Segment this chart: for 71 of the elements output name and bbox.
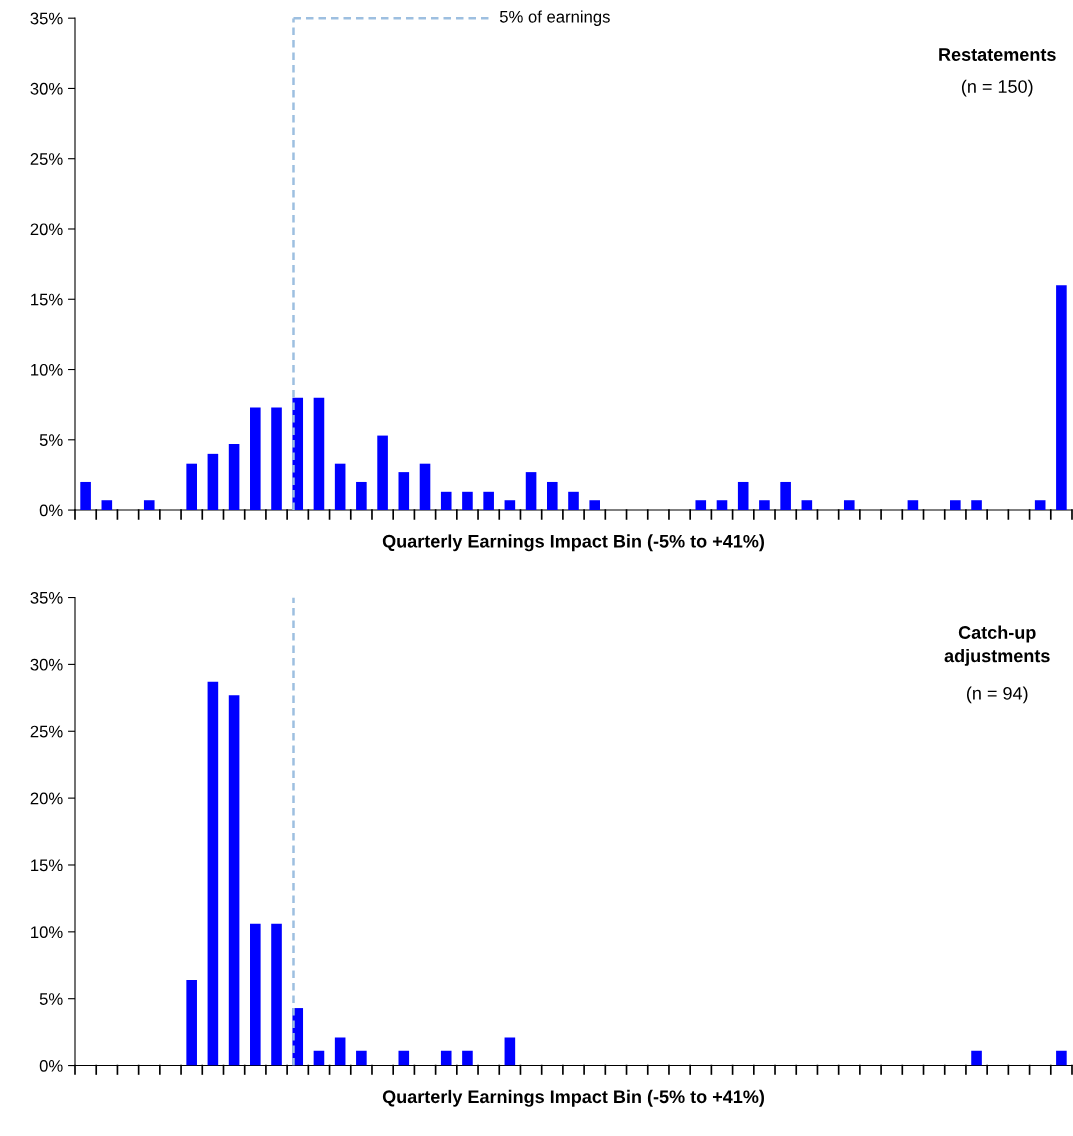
bar	[207, 681, 219, 1066]
y-tick-label: 5%	[39, 993, 63, 1005]
bar	[950, 500, 961, 511]
bar	[568, 491, 579, 511]
bar	[377, 435, 388, 511]
bar	[186, 979, 197, 1066]
bar	[356, 1050, 367, 1066]
y-tick-label: 35%	[30, 591, 63, 604]
annotation: Restatements	[939, 48, 1056, 61]
bar	[313, 1050, 325, 1066]
bar	[843, 500, 855, 511]
annotation: 5% of earnings	[499, 10, 610, 26]
annotation: (n = 94)	[966, 686, 1028, 704]
bar	[228, 444, 240, 511]
bar	[186, 463, 197, 511]
bar	[250, 923, 261, 1066]
bar	[356, 481, 367, 511]
bar	[695, 500, 707, 511]
y-tick-label: 15%	[31, 293, 63, 306]
y-tick-label: 35%	[30, 12, 63, 25]
bar	[271, 923, 282, 1066]
bar	[801, 500, 813, 511]
bar	[80, 481, 91, 511]
bar	[313, 397, 325, 511]
y-tick-label: 0%	[39, 1059, 63, 1072]
bar	[228, 695, 240, 1066]
bar	[250, 407, 261, 511]
bar	[971, 1050, 982, 1066]
bar	[780, 481, 791, 511]
annotation: Catch-up adjustments	[944, 625, 1050, 666]
y-tick-label: 30%	[30, 658, 63, 671]
bar	[1056, 1050, 1067, 1066]
y-tick-label: 25%	[30, 153, 63, 165]
annotation: (n = 150)	[961, 79, 1033, 97]
bar	[525, 472, 537, 511]
bar	[504, 500, 516, 511]
y-tick-label: 20%	[30, 223, 63, 236]
bar	[207, 453, 219, 511]
bar	[334, 463, 346, 511]
bar	[504, 1037, 516, 1066]
y-tick-label: 30%	[30, 82, 63, 95]
y-tick-label: 5%	[39, 434, 63, 446]
y-tick-label: 0%	[39, 504, 63, 517]
bar	[398, 472, 410, 511]
y-tick-label: 20%	[30, 792, 63, 805]
bar	[759, 500, 770, 511]
y-tick-label: 25%	[30, 725, 63, 738]
bar	[483, 491, 494, 511]
bar	[334, 1037, 346, 1066]
bar	[101, 500, 113, 511]
y-tick-label: 10%	[31, 926, 63, 939]
bar	[716, 500, 728, 511]
bar	[546, 481, 558, 511]
bar	[398, 1050, 410, 1066]
bar	[1056, 285, 1067, 511]
bar	[907, 500, 919, 511]
bar	[143, 500, 155, 511]
bar	[440, 1050, 452, 1066]
y-tick-label: 15%	[31, 859, 63, 872]
bar	[589, 500, 601, 511]
bar	[462, 491, 473, 511]
bar	[462, 1050, 473, 1066]
bar	[419, 463, 431, 511]
x-axis-title: Quarterly Earnings Impact Bin (-5% to +41%)	[382, 1089, 764, 1107]
y-tick-label: 10%	[31, 363, 63, 376]
bar	[271, 407, 282, 511]
bar	[737, 481, 749, 511]
x-axis-title: Quarterly Earnings Impact Bin (-5% to +41%)	[382, 534, 764, 552]
bar	[1034, 500, 1046, 511]
bar	[971, 500, 982, 511]
bar	[440, 491, 452, 511]
